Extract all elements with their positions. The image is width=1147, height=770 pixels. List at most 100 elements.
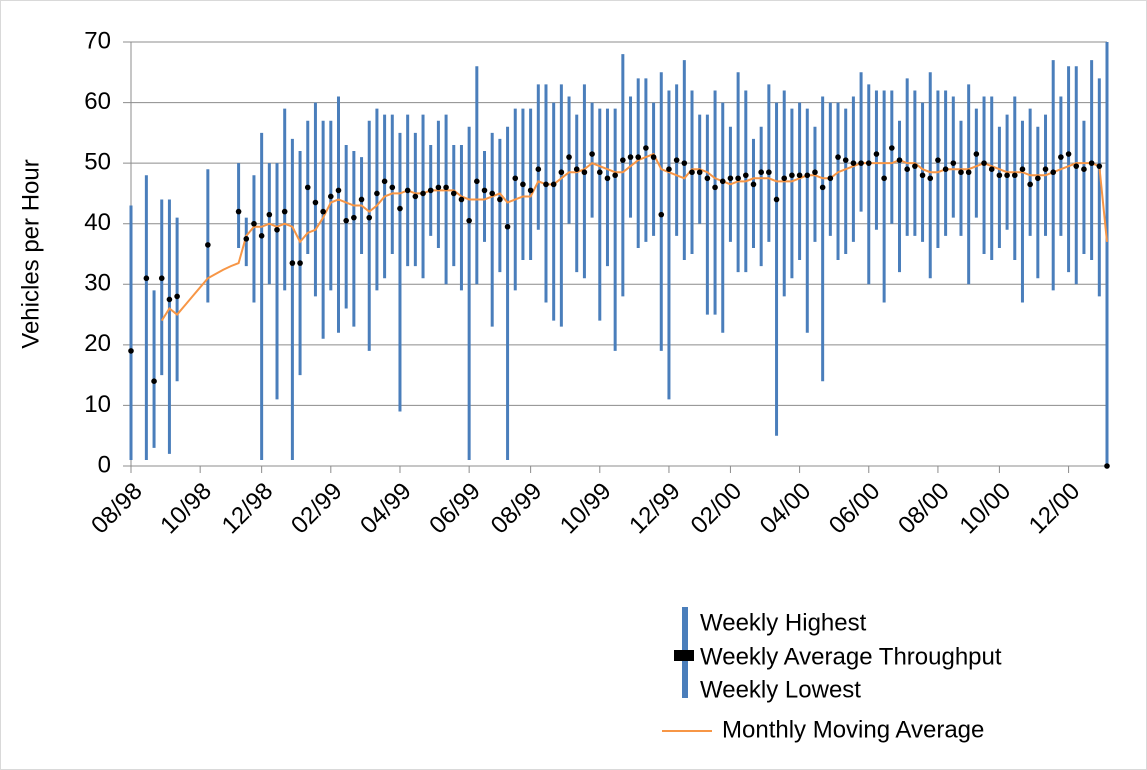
average-point	[466, 217, 472, 224]
average-point	[789, 172, 795, 179]
average-point	[205, 242, 211, 248]
average-point	[981, 160, 987, 166]
average-point	[812, 169, 818, 176]
average-point	[1004, 172, 1010, 179]
average-point	[958, 169, 964, 176]
average-point	[689, 169, 695, 176]
average-point	[850, 160, 857, 166]
average-point	[996, 172, 1003, 179]
average-point	[596, 169, 603, 176]
average-point	[1011, 172, 1018, 179]
average-point	[1058, 154, 1064, 160]
average-point	[842, 157, 849, 163]
y-tick-label: 20	[84, 330, 111, 357]
average-point	[328, 193, 334, 200]
average-point	[881, 175, 887, 182]
average-point	[673, 157, 680, 163]
average-point	[573, 166, 580, 172]
average-point	[358, 196, 365, 203]
average-point	[766, 169, 772, 176]
average-point	[550, 181, 557, 188]
average-point	[835, 154, 841, 160]
average-point	[412, 193, 419, 200]
y-tick-label: 40	[84, 209, 111, 236]
average-point	[274, 226, 280, 233]
average-point	[643, 145, 649, 151]
average-point	[366, 214, 373, 221]
average-point	[627, 154, 634, 160]
legend-label: Weekly Highest	[700, 609, 867, 636]
y-tick-label: 60	[84, 88, 111, 115]
average-point	[535, 166, 542, 172]
average-point	[389, 184, 396, 191]
average-point	[635, 154, 642, 160]
legend-label: Weekly Lowest	[700, 676, 861, 703]
average-point	[404, 187, 411, 194]
average-point	[712, 184, 718, 191]
average-point	[512, 175, 519, 182]
y-tick-label: 70	[84, 27, 111, 54]
average-point	[804, 172, 811, 179]
average-point	[873, 151, 880, 157]
average-point	[443, 184, 449, 191]
average-point	[889, 145, 895, 151]
average-point	[281, 208, 288, 215]
y-tick-label: 50	[84, 148, 111, 175]
average-point	[912, 163, 918, 169]
average-point	[335, 187, 342, 194]
average-point	[719, 178, 726, 185]
average-point	[727, 175, 734, 182]
average-point	[904, 166, 910, 172]
average-point	[896, 157, 903, 163]
average-point	[166, 296, 173, 303]
average-point	[251, 220, 257, 227]
y-tick-label: 0	[98, 451, 111, 478]
average-point	[489, 190, 495, 197]
average-point	[243, 236, 250, 242]
legend-label: Weekly Average Throughput	[700, 643, 1002, 670]
average-point	[1050, 169, 1057, 176]
average-point	[1081, 166, 1087, 172]
average-point	[589, 151, 595, 157]
average-point	[942, 166, 949, 172]
average-point	[289, 260, 296, 266]
average-point	[758, 169, 764, 176]
average-point	[1019, 166, 1026, 172]
average-point	[304, 184, 311, 191]
average-point	[128, 348, 134, 354]
average-point	[566, 154, 572, 160]
average-point	[1088, 160, 1095, 166]
average-point	[935, 157, 941, 163]
average-point	[397, 205, 403, 212]
average-point	[450, 190, 457, 197]
average-point	[258, 233, 265, 239]
average-point	[927, 175, 934, 182]
average-point	[612, 172, 618, 179]
average-point	[374, 190, 380, 197]
average-point	[520, 181, 526, 188]
average-point	[965, 169, 972, 176]
average-point	[381, 178, 388, 185]
average-point	[458, 196, 465, 203]
average-point	[773, 196, 780, 203]
average-point	[320, 208, 326, 215]
average-point	[919, 172, 926, 179]
average-point	[581, 169, 588, 176]
average-point	[988, 166, 995, 172]
average-point	[1096, 163, 1103, 169]
legend-label: Monthly Moving Average	[722, 716, 984, 743]
average-point	[143, 275, 150, 282]
average-point	[781, 175, 788, 182]
average-point	[174, 293, 180, 300]
average-point	[858, 160, 864, 166]
average-point	[950, 160, 957, 166]
average-point	[427, 187, 434, 194]
average-point	[735, 175, 741, 182]
average-point	[343, 217, 349, 224]
average-point	[827, 175, 834, 182]
average-point	[1073, 163, 1080, 169]
average-point	[151, 378, 157, 385]
average-point	[351, 214, 357, 221]
average-point	[435, 184, 442, 191]
